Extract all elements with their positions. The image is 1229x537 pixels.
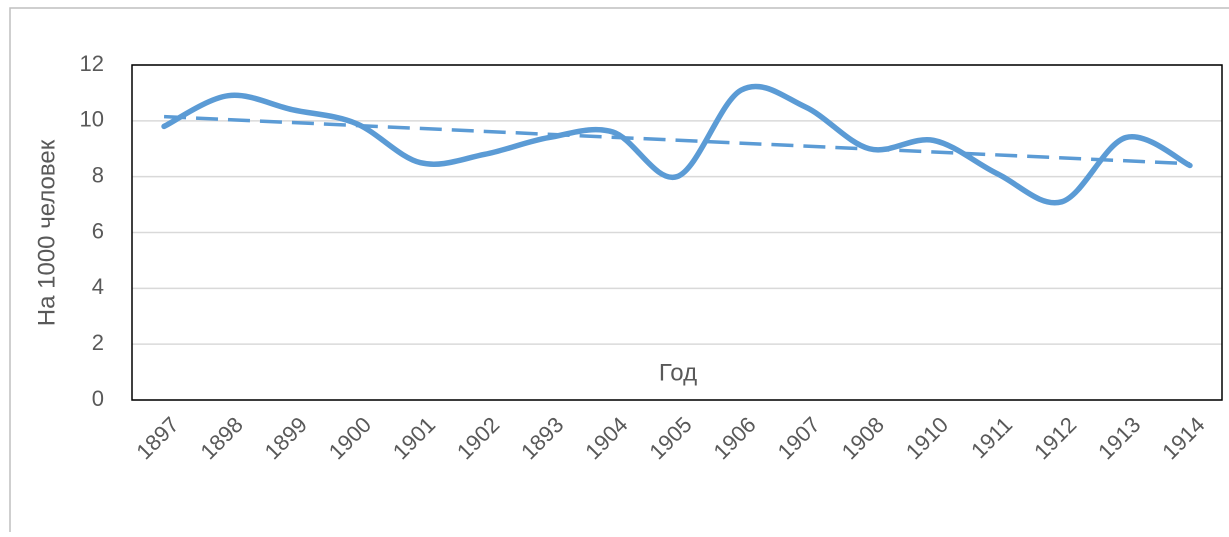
- plot-frame: [131, 64, 1223, 401]
- y-tick-label: 12: [80, 51, 104, 76]
- y-tick-label: 4: [92, 274, 104, 299]
- y-axis-label: На 1000 человек: [33, 139, 60, 326]
- y-tick-label: 10: [80, 107, 104, 132]
- y-tick-label: 2: [92, 330, 104, 355]
- y-tick-label: 6: [92, 218, 104, 243]
- y-tick-label: 0: [92, 386, 104, 411]
- data-line: [161, 83, 1193, 206]
- y-tick-label: 8: [92, 162, 104, 187]
- trendline: [163, 114, 1191, 166]
- chart-frame: [9, 7, 1229, 537]
- x-axis-label: Год: [659, 359, 697, 386]
